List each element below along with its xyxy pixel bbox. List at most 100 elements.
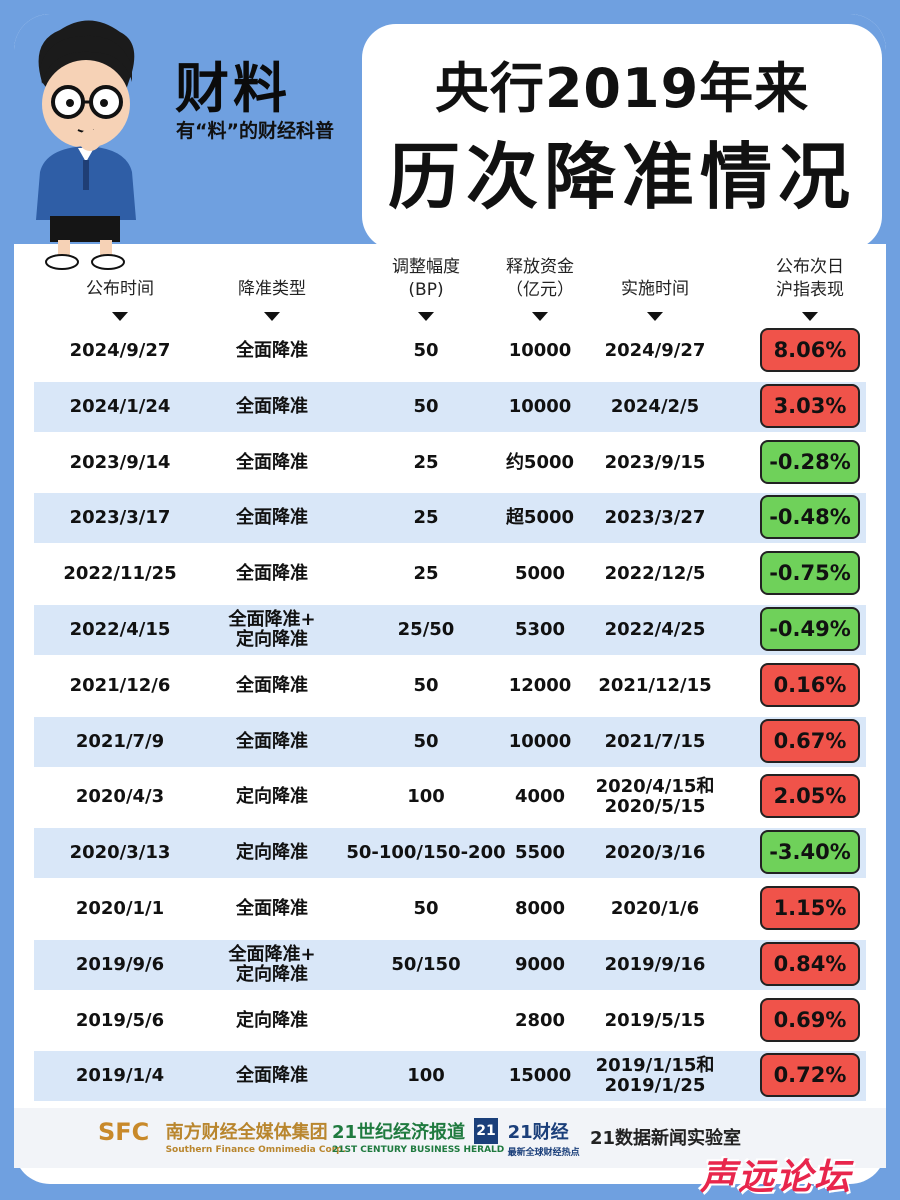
watermark: 声远论坛 [700, 1157, 853, 1198]
cell-announce: 2023/3/17 [69, 507, 171, 528]
table-row: 2019/5/6 定向降准 2800 2019/5/15 0.69% [34, 996, 866, 1046]
logo-21-caijing-name: 21财经 [507, 1122, 569, 1143]
cell-funds: 9000 [514, 954, 566, 975]
cell-implement: 2020/3/16 [604, 842, 706, 863]
cell-bp: 100 [407, 1065, 445, 1086]
brand: 财料 有“料”的财经科普 [150, 40, 360, 150]
table-row: 2021/7/9 全面降准 50 10000 2021/7/15 0.67% [34, 717, 866, 767]
cell-bp: 25 [413, 452, 439, 473]
column-header-arrow-icon [532, 312, 548, 321]
cell-funds: 15000 [508, 1065, 572, 1086]
cell-implement: 2023/3/27 [604, 507, 706, 528]
cell-bp: 50 [413, 396, 439, 417]
cell-implement: 2021/7/15 [604, 731, 706, 752]
cell-funds: 10000 [508, 396, 572, 417]
index-change-badge: 1.15% [760, 886, 860, 930]
index-change-badge: -0.75% [760, 551, 860, 595]
cell-announce: 2022/4/15 [69, 619, 171, 640]
cell-announce: 2021/7/9 [75, 731, 165, 752]
cell-funds: 超5000 [505, 507, 575, 528]
table-row: 2023/9/14 全面降准 25 约5000 2023/9/15 -0.28% [34, 438, 866, 488]
cell-bp: 50-100/150-200 [346, 842, 506, 863]
cell-funds: 10000 [508, 340, 572, 361]
cell-funds: 5300 [514, 619, 566, 640]
logo-21-caijing: 21 21财经 最新全球财经热点 [474, 1118, 580, 1158]
column-header-5: 公布次日 沪指表现 [776, 257, 844, 300]
cell-type: 全面降准 [236, 507, 308, 528]
column-header-arrow-icon [112, 312, 128, 321]
cell-type: 全面降准+ 定向降准 [228, 944, 316, 985]
cell-implement: 2021/12/15 [598, 675, 712, 696]
table-row: 2024/1/24 全面降准 50 10000 2024/2/5 3.03% [34, 382, 866, 432]
column-header-arrow-icon [802, 312, 818, 321]
table-row: 2024/9/27 全面降准 50 10000 2024/9/27 8.06% [34, 326, 866, 376]
cell-bp: 50 [413, 898, 439, 919]
cell-announce: 2020/1/1 [75, 898, 165, 919]
column-header-arrow-icon [647, 312, 663, 321]
index-change-badge: 0.84% [760, 942, 860, 986]
cell-implement: 2022/12/5 [604, 563, 706, 584]
column-header-2: 调整幅度 (BP) [392, 257, 460, 300]
cell-implement: 2024/9/27 [604, 340, 706, 361]
cell-bp: 50/150 [391, 954, 461, 975]
cell-implement: 2019/9/16 [604, 954, 706, 975]
cell-announce: 2024/1/24 [69, 396, 171, 417]
cell-type: 定向降准 [236, 1010, 308, 1031]
cell-announce: 2023/9/14 [69, 452, 171, 473]
cell-funds: 约5000 [505, 452, 575, 473]
column-header-1: 降准类型 [238, 279, 306, 299]
index-change-badge: -0.48% [760, 495, 860, 539]
logo-21st-name: 21世纪经济报道 [332, 1122, 466, 1143]
cell-implement: 2019/5/15 [604, 1010, 706, 1031]
table-row: 2022/11/25 全面降准 25 5000 2022/12/5 -0.75% [34, 549, 866, 599]
table-row: 2020/1/1 全面降准 50 8000 2020/1/6 1.15% [34, 884, 866, 934]
cell-type: 全面降准 [236, 452, 308, 473]
cell-type: 全面降准 [236, 898, 308, 919]
cell-type: 全面降准 [236, 563, 308, 584]
logo-21st-sub: 21ST CENTURY BUSINESS HERALD [332, 1145, 505, 1155]
index-change-badge: 0.16% [760, 663, 860, 707]
cell-type: 定向降准 [236, 786, 308, 807]
index-change-badge: 2.05% [760, 774, 860, 818]
logo-21st-century: 21世纪经济报道 21ST CENTURY BUSINESS HERALD [332, 1118, 504, 1155]
index-change-badge: -0.28% [760, 440, 860, 484]
cell-bp: 25/50 [397, 619, 455, 640]
cell-implement: 2022/4/25 [604, 619, 706, 640]
cell-type: 全面降准 [236, 340, 308, 361]
cell-type: 全面降准 [236, 731, 308, 752]
cell-funds: 5000 [514, 563, 566, 584]
cell-bp: 50 [413, 675, 439, 696]
cell-implement: 2023/9/15 [604, 452, 706, 473]
cell-announce: 2019/5/6 [75, 1010, 165, 1031]
table-row: 2023/3/17 全面降准 25 超5000 2023/3/27 -0.48% [34, 493, 866, 543]
logo-sfc-sub: Southern Finance Omnimedia Corp. [165, 1145, 346, 1155]
cell-bp: 50 [413, 340, 439, 361]
cell-type: 全面降准+ 定向降准 [228, 609, 316, 650]
index-change-badge: 0.67% [760, 719, 860, 763]
logo-sfc: SFC 南方财经全媒体集团 Southern Finance Omnimedia… [98, 1118, 346, 1155]
cell-bp: 25 [413, 563, 439, 584]
cell-funds: 2800 [514, 1010, 566, 1031]
logo-21-data-lab: 21数据新闻实验室 [590, 1124, 741, 1150]
index-change-badge: 8.06% [760, 328, 860, 372]
cell-type: 定向降准 [236, 842, 308, 863]
cell-implement: 2019/1/15和 2019/1/25 [595, 1055, 715, 1096]
index-change-badge: -3.40% [760, 830, 860, 874]
logo-21-caijing-sub: 最新全球财经热点 [507, 1148, 580, 1158]
cell-type: 全面降准 [236, 675, 308, 696]
index-change-badge: 0.72% [760, 1053, 860, 1097]
table-row: 2020/4/3 定向降准 100 4000 2020/4/15和 2020/5/15 2… [34, 772, 866, 822]
sfc-mark: SFC [98, 1118, 150, 1146]
cell-implement: 2024/2/5 [610, 396, 700, 417]
page-title-line1: 央行2019年来 [434, 57, 810, 120]
logo-sfc-name: 南方财经全媒体集团 [165, 1122, 328, 1143]
cell-funds: 10000 [508, 731, 572, 752]
cell-announce: 2019/9/6 [75, 954, 165, 975]
mascot-illustration [36, 20, 136, 270]
cell-funds: 5500 [514, 842, 566, 863]
cell-announce: 2024/9/27 [69, 340, 171, 361]
logo-21-mark: 21 [474, 1118, 498, 1144]
cell-bp [341, 996, 511, 1046]
cell-announce: 2021/12/6 [69, 675, 171, 696]
cell-implement: 2020/1/6 [610, 898, 700, 919]
